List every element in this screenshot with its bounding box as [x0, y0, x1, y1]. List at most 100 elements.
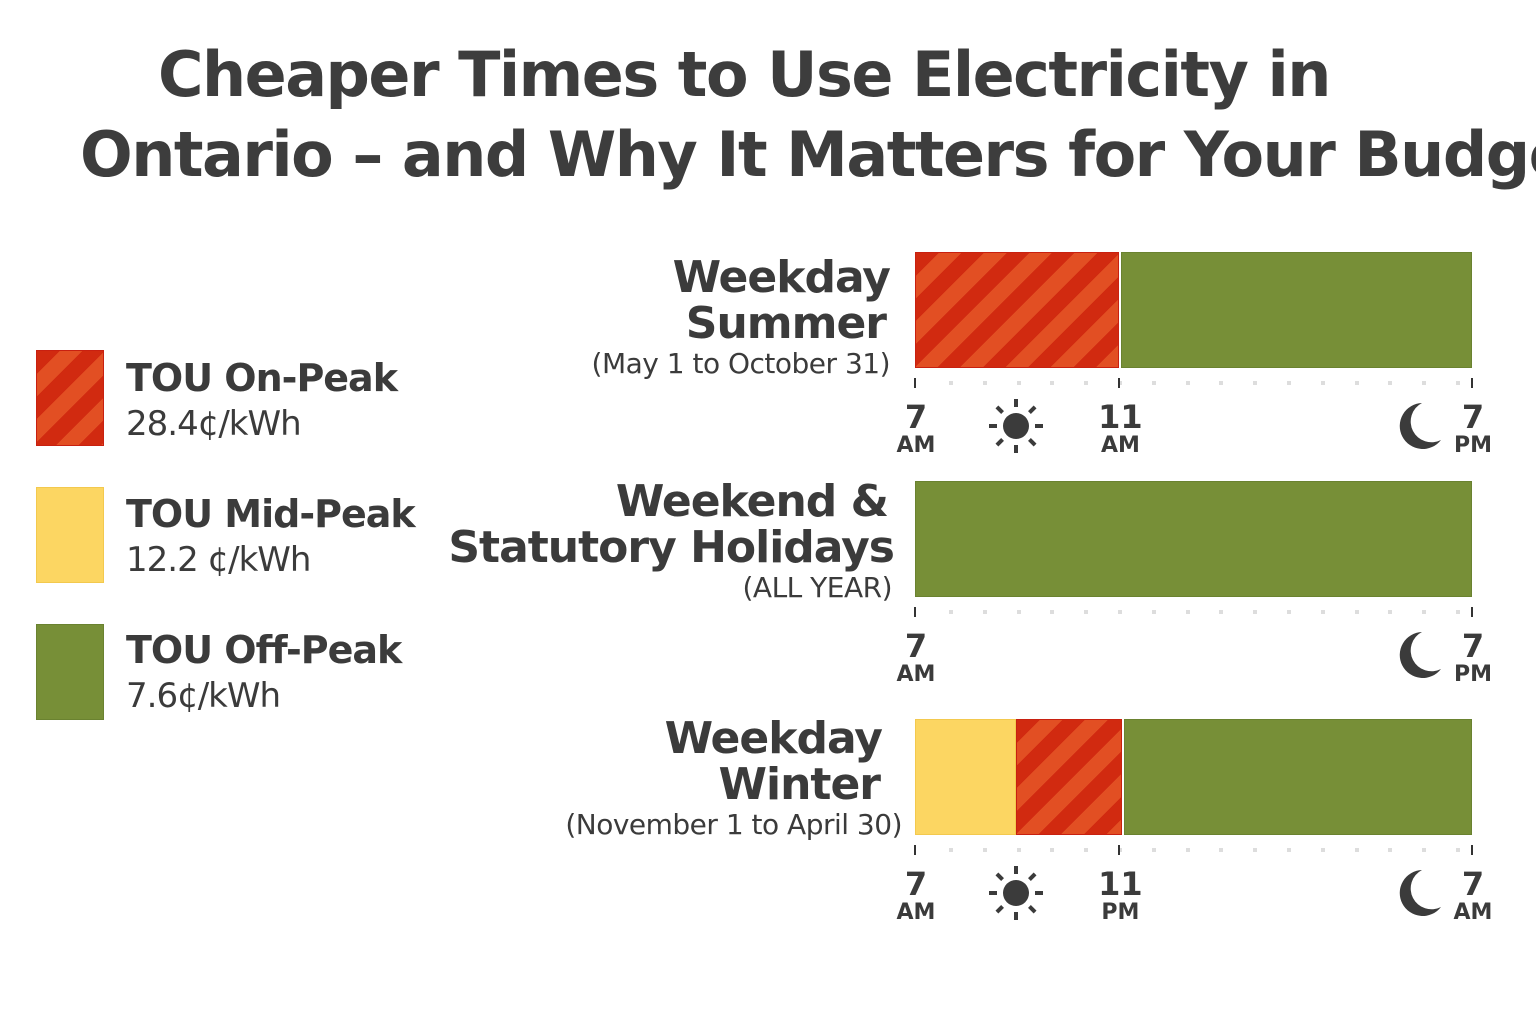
tick-label: 7 AM [886, 398, 946, 460]
tick-label: 7 AM [886, 627, 946, 689]
tick-label-hour: 11 [1098, 865, 1143, 903]
row-title: Statutory Holidays [448, 522, 895, 573]
timeline-bar [915, 252, 1472, 368]
minor-tick [1050, 381, 1055, 385]
row-label-weekday-winter: Weekday Winter (November 1 to April 30) [565, 716, 902, 842]
tick-label: 11 AM [1090, 398, 1150, 460]
minor-tick [1388, 610, 1393, 614]
minor-tick [1219, 610, 1224, 614]
minor-tick [1050, 610, 1055, 614]
row-title: Winter [718, 759, 881, 810]
tick-label: 7 AM [1443, 865, 1503, 927]
tick-label-meridiem: PM [1453, 662, 1493, 687]
tick-label-meridiem: PM [1453, 433, 1493, 458]
minor-tick [1185, 610, 1190, 614]
moon-icon [1396, 629, 1444, 685]
tick-label-meridiem: AM [1100, 433, 1140, 458]
minor-tick [1151, 848, 1156, 852]
minor-tick [1456, 610, 1460, 614]
moon-icon [1396, 400, 1444, 456]
row-subtitle: (May 1 to October 31) [591, 347, 891, 380]
minor-tick [1016, 381, 1021, 385]
minor-tick [1422, 610, 1427, 614]
minor-tick [1050, 848, 1055, 852]
minor-tick [1016, 610, 1021, 614]
tick-label-meridiem: AM [1453, 900, 1493, 925]
minor-tick [1219, 381, 1224, 385]
major-tick [914, 607, 916, 617]
bar-segment-on-peak [1015, 719, 1123, 835]
minor-tick [949, 610, 953, 614]
legend-rate-off-peak: 7.6¢/kWh [126, 676, 281, 716]
row-subtitle: (November 1 to April 30) [565, 808, 902, 841]
major-tick [1471, 607, 1473, 617]
title-line-1: Cheaper Times to Use Electricity in [158, 38, 1331, 111]
major-tick [1118, 378, 1121, 388]
tick-label-meridiem: AM [896, 662, 936, 687]
minor-tick [949, 848, 953, 852]
row-title: Weekend & [615, 476, 889, 527]
tick-label-meridiem: PM [1101, 900, 1140, 925]
minor-tick [982, 848, 987, 852]
minor-tick [1151, 381, 1156, 385]
tick-label-meridiem: AM [896, 433, 936, 458]
minor-tick [1354, 381, 1359, 385]
minor-tick [1016, 848, 1021, 852]
row-label-weekend: Weekend & Statutory Holidays (ALL YEAR) [448, 476, 895, 605]
bar-segment-mid-peak [915, 719, 1016, 835]
segment-gap [1119, 252, 1122, 368]
minor-tick [1253, 848, 1258, 852]
legend-swatch-on-peak [36, 350, 104, 446]
legend-rate-mid-peak: 12.2 ¢/kWh [126, 540, 311, 580]
legend-rate-on-peak: 28.4¢/kWh [126, 404, 302, 444]
minor-tick [1388, 848, 1393, 852]
bar-segment-off-peak [1121, 252, 1472, 368]
bar-segment-on-peak [915, 252, 1120, 368]
legend-swatch-mid-peak [36, 487, 104, 583]
tick-label-hour: 7 [1461, 865, 1485, 903]
tick-label-hour: 7 [904, 627, 928, 665]
legend-label-on-peak: TOU On-Peak [126, 356, 398, 400]
minor-tick [1456, 381, 1460, 385]
segment-gap [1122, 719, 1125, 835]
minor-tick [1354, 848, 1359, 852]
title-line-2: Ontario – and Why It Matters for Your Bu… [80, 118, 1536, 191]
minor-tick [1084, 610, 1089, 614]
major-tick [1471, 378, 1473, 388]
sun-icon [987, 864, 1045, 926]
tick-label-hour: 7 [904, 865, 928, 903]
minor-tick [982, 381, 987, 385]
minor-tick [1287, 848, 1291, 852]
major-tick [1118, 845, 1121, 855]
major-tick [914, 378, 916, 388]
minor-tick [1084, 381, 1089, 385]
major-tick [1471, 845, 1473, 855]
minor-tick [1320, 610, 1325, 614]
minor-tick [1422, 848, 1427, 852]
minor-tick [1287, 381, 1291, 385]
row-title: Weekday [672, 252, 891, 303]
tick-label: 7 PM [1443, 630, 1503, 689]
bar-segment-off-peak [915, 481, 1472, 597]
major-tick [914, 845, 916, 855]
row-title: Weekday [664, 713, 883, 764]
minor-tick [1151, 610, 1156, 614]
tick-label-hour: 11 [1098, 398, 1143, 436]
tick-label: 7 AM [886, 865, 946, 927]
bar-segment-off-peak [1124, 719, 1472, 835]
legend-swatch-off-peak [36, 624, 104, 720]
tick-label-hour: 7 [904, 398, 928, 436]
tick-label-meridiem: AM [896, 900, 936, 925]
minor-tick [982, 610, 987, 614]
tick-label-hour: 7 [1461, 398, 1485, 436]
row-title: Summer [685, 298, 887, 349]
minor-tick [1354, 610, 1359, 614]
timeline-bar [915, 481, 1472, 597]
minor-tick [949, 381, 953, 385]
moon-icon [1396, 867, 1444, 923]
minor-tick [1253, 610, 1258, 614]
legend-label-off-peak: TOU Off-Peak [126, 628, 402, 672]
minor-tick [1320, 381, 1325, 385]
row-label-weekday-summer: Weekday Summer (May 1 to October 31) [591, 252, 891, 381]
minor-tick [1185, 381, 1190, 385]
